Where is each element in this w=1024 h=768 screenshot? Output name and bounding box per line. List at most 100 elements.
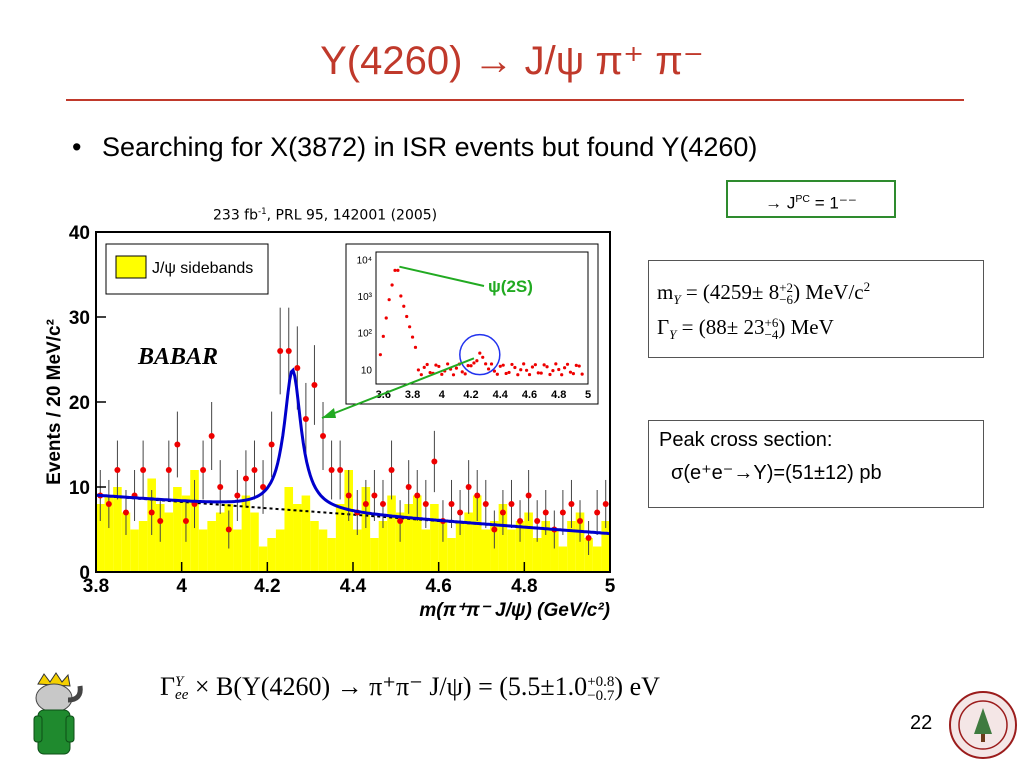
data-point	[294, 365, 301, 371]
formula-gamma: Γ	[160, 672, 176, 701]
sideband-bar	[447, 538, 456, 572]
bullet-item: • Searching for X(3872) in ISR events but…	[72, 132, 757, 163]
inset-point	[565, 362, 570, 366]
sideband-bar	[370, 538, 379, 572]
inset-x-tick-label: 4.6	[522, 389, 537, 401]
sideband-bar	[233, 529, 242, 572]
inset-point	[428, 370, 432, 375]
inset-point	[425, 362, 429, 367]
sideband-bar	[361, 487, 371, 572]
width-sub: Y	[669, 327, 677, 343]
data-point	[182, 518, 189, 524]
inset-point	[486, 367, 491, 371]
data-point	[397, 518, 404, 524]
data-point	[474, 492, 481, 499]
inset-point	[390, 283, 394, 287]
x-tick-label: 4.2	[254, 576, 280, 597]
data-point	[379, 501, 386, 507]
inset-point	[504, 371, 508, 376]
inset-point	[539, 371, 543, 375]
inset-point	[501, 363, 505, 367]
sideband-bar	[130, 529, 139, 572]
inset-point	[536, 371, 540, 375]
inset-point	[393, 268, 397, 272]
mass-unit-sup: 2	[863, 279, 871, 294]
sideband-bar	[567, 521, 576, 572]
data-point	[388, 467, 395, 473]
branching-formula: ΓY ee × B(Y(4260) → π⁺π⁻ J/ψ) = (5.5±1.0+…	[160, 672, 660, 705]
sideband-bar	[387, 495, 396, 572]
inset-point	[560, 373, 564, 377]
inset-y-tick-label: 10⁴	[357, 255, 372, 266]
inset-point	[399, 294, 403, 298]
inset-point	[533, 363, 537, 367]
inset-point	[413, 345, 418, 349]
sideband-bar	[515, 521, 525, 572]
data-point	[422, 501, 429, 507]
inset-point	[519, 368, 523, 372]
data-point	[482, 501, 489, 507]
inset-point	[510, 362, 514, 367]
data-point	[251, 467, 258, 473]
inset-point	[577, 364, 581, 368]
formula-end: ) eV	[614, 672, 660, 701]
sideband-bar	[207, 521, 216, 572]
inset-point	[530, 365, 535, 369]
sideband-bar	[250, 512, 259, 572]
sideband-bar	[601, 521, 610, 572]
sideband-bar	[472, 495, 482, 572]
inset-point	[516, 373, 520, 377]
data-point	[585, 535, 592, 541]
inset-point	[422, 365, 426, 369]
data-point	[242, 475, 249, 482]
inset-point	[469, 364, 473, 368]
data-point	[457, 509, 464, 516]
inset-point	[460, 370, 464, 374]
data-point	[602, 501, 609, 507]
data-point	[431, 458, 438, 465]
mass-row: mY = (4259± 8+2 −6) MeV/c2	[657, 267, 975, 307]
sideband-bar	[541, 521, 551, 572]
formula-sub: ee	[175, 687, 189, 704]
psi2s-arrow	[399, 265, 485, 287]
inset-point	[481, 355, 485, 359]
inset-x-tick-label: 5	[585, 389, 591, 401]
inset-point	[522, 362, 526, 366]
citation-ref: , PRL 95, 142001 (2005)	[266, 207, 438, 224]
inset-point	[387, 298, 391, 302]
sideband-bar	[550, 529, 559, 572]
babar-elephant-icon	[33, 672, 83, 755]
data-point	[499, 509, 506, 516]
data-point	[465, 484, 472, 490]
y-tick-label: 30	[69, 308, 90, 329]
width-err-down: −4	[764, 327, 779, 343]
mass-err-up: +2	[779, 280, 794, 296]
data-point	[105, 501, 112, 507]
xsec-value: σ(e⁺e⁻→Y)=(51±12) pb	[671, 462, 882, 484]
inset-point	[524, 368, 529, 372]
sideband-bar	[121, 512, 131, 572]
data-point	[174, 441, 181, 448]
sideband-bar	[293, 504, 302, 572]
inset-point	[402, 304, 406, 308]
inset-point	[451, 373, 456, 377]
cross-section-box: Peak cross section: σ(e⁺e⁻→Y)=(51±12) pb	[648, 420, 984, 508]
data-point	[277, 348, 284, 354]
sideband-bar	[173, 487, 182, 572]
inset-point	[489, 362, 494, 366]
width-value: = (88± 23	[676, 315, 765, 339]
mass-unit: ) MeV/c	[793, 280, 864, 304]
jpc-value: = 1⁻⁻	[810, 193, 857, 213]
university-seal-icon	[949, 691, 1017, 759]
data-point	[114, 467, 121, 473]
peak-arrow-head	[322, 408, 336, 418]
inset-point	[551, 368, 555, 373]
data-point	[302, 416, 309, 422]
y-tick-label: 10	[69, 478, 90, 499]
data-point	[200, 467, 207, 473]
formula-err-down: −0.7	[587, 688, 615, 705]
inset-point	[580, 372, 584, 376]
inset-y-tick-label: 10	[361, 365, 373, 376]
sideband-bar	[455, 521, 465, 572]
inset-point	[437, 364, 441, 369]
